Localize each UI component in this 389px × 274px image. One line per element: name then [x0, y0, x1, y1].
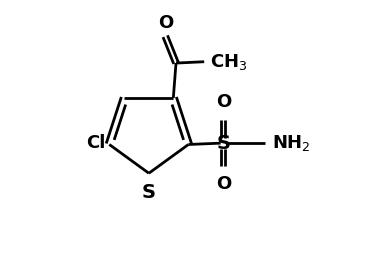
Text: S: S — [142, 183, 156, 202]
Text: O: O — [158, 14, 173, 32]
Text: S: S — [216, 134, 230, 153]
Text: O: O — [216, 175, 231, 193]
Text: O: O — [216, 93, 231, 111]
Text: Cl: Cl — [86, 134, 105, 152]
Text: NH$_2$: NH$_2$ — [272, 133, 310, 153]
Text: CH$_3$: CH$_3$ — [210, 52, 247, 72]
